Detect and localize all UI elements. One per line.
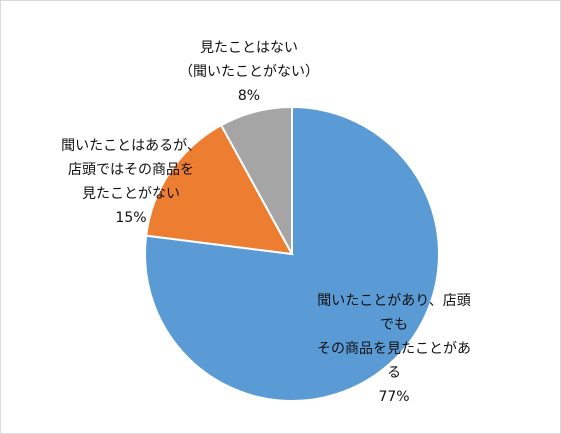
pie-slice [145, 123, 294, 256]
pie-slice [219, 105, 293, 255]
slice-label: 見たことはない （聞いたことがない） 8% [179, 36, 319, 108]
category-label: 聞いたことはあるが、 店頭ではその商品を 見たことがない [61, 138, 201, 202]
category-label: 聞いたことがあり、店頭でも その商品を見たことがある [317, 293, 471, 381]
slice-label: 聞いたことがあり、店頭でも その商品を見たことがある 77% [311, 289, 477, 409]
value-label: 8% [237, 88, 261, 104]
value-label: 77% [378, 389, 410, 405]
value-label: 15% [115, 210, 147, 226]
category-label: 見たことはない （聞いたことがない） [179, 40, 319, 80]
slice-label: 聞いたことはあるが、 店頭ではその商品を 見たことがない 15% [61, 134, 201, 230]
